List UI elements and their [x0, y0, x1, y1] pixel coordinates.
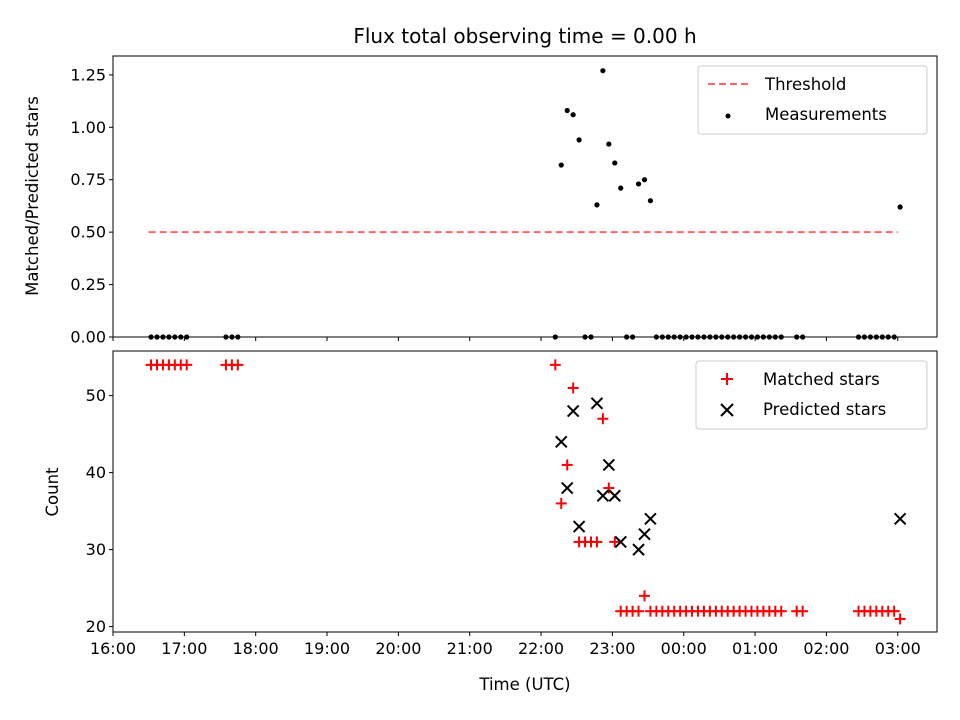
bottom-x-tick-label: 03:00 [875, 639, 921, 658]
bottom-y-axis-label: Count [43, 467, 62, 517]
matched-star-point [894, 613, 906, 625]
measurement-point [570, 112, 576, 118]
bottom-panel: Count Time (UTC) 20 30 40 50 16:00 17:00 18:0… [43, 350, 938, 694]
predicted-star-point [590, 397, 604, 410]
bottom-x-tick-label: 00:00 [661, 639, 707, 658]
top-legend: Threshold Measurements [697, 65, 928, 135]
matched-star-point [549, 359, 561, 371]
legend-threshold-label: Threshold [764, 75, 846, 94]
matched-star-point [232, 359, 244, 371]
predicted-star-point [596, 489, 610, 502]
predicted-star-point [893, 512, 907, 526]
predicted-star-point [561, 481, 574, 495]
top-y-tick-label: 0.75 [70, 170, 106, 189]
matched-star-point [775, 605, 787, 617]
measurement-point [594, 202, 600, 208]
matched-star-point [888, 605, 900, 617]
bottom-x-axis-label: Time (UTC) [478, 675, 570, 694]
measurement-point [612, 160, 618, 166]
measurement-point [558, 162, 564, 168]
predicted-star-point [555, 435, 568, 449]
top-y-axis-label: Matched/Predicted stars [23, 96, 42, 296]
bottom-x-tick-label: 20:00 [375, 639, 421, 658]
bottom-y-tick-label: 20 [86, 617, 106, 636]
measurement-point [897, 204, 903, 210]
matched-star-point [591, 536, 603, 548]
bottom-axes-frame [112, 350, 938, 633]
bottom-x-tick-label: 18:00 [233, 639, 279, 658]
legend-matched-label: Matched stars [763, 370, 880, 389]
matched-star-point [555, 497, 567, 509]
bottom-y-ticks: 20 30 40 50 [86, 386, 113, 636]
matched-star-point [638, 590, 650, 602]
predicted-star-point [572, 520, 586, 533]
matched-star-point [603, 482, 615, 494]
top-y-tick-label: 1.25 [70, 65, 106, 84]
measurement-point [647, 198, 654, 204]
bottom-y-tick-label: 50 [86, 386, 106, 405]
top-axes-frame [112, 55, 938, 338]
top-x-ticks [112, 337, 899, 341]
top-y-tick-label: 1.00 [70, 118, 106, 137]
top-y-tick-label: 0.50 [70, 223, 106, 242]
measurement-point [600, 68, 606, 74]
predicted-star-point [632, 543, 645, 556]
bottom-x-ticks: 16:00 17:00 18:00 19:00 20:00 21:00 22:00 23:00… [90, 632, 921, 658]
bottom-x-tick-label: 17:00 [161, 639, 207, 658]
legend-matched-swatch [721, 373, 733, 385]
top-panel: Flux total observing time = 0.00 h Match… [23, 24, 938, 347]
matched-star-point [567, 382, 579, 394]
measurement-point [576, 137, 582, 143]
bottom-legend: Matched stars Predicted stars [695, 360, 928, 430]
bottom-x-tick-label: 22:00 [518, 639, 564, 658]
measurement-point [618, 185, 624, 191]
legend-measurements-label: Measurements [765, 105, 887, 124]
legend-predicted-swatch [720, 403, 734, 417]
bottom-x-tick-label: 23:00 [589, 639, 635, 658]
matched-star-point [597, 413, 609, 425]
matched-star-point [609, 536, 621, 548]
matched-star-point [561, 459, 573, 471]
predicted-star-point [608, 489, 621, 502]
bottom-x-tick-label: 01:00 [732, 639, 778, 658]
bottom-legend-box [695, 360, 928, 430]
matched-star-point [181, 359, 193, 371]
bottom-x-tick-label: 16:00 [90, 639, 136, 658]
bottom-x-tick-label: 19:00 [304, 639, 350, 658]
predicted-star-point [638, 528, 651, 541]
predicted-star-point [614, 535, 627, 549]
measurement-point [641, 177, 648, 183]
matched-star-point [633, 605, 645, 617]
top-chart-title: Flux total observing time = 0.00 h [353, 24, 696, 48]
bottom-y-tick-label: 40 [86, 463, 106, 482]
legend-measurements-swatch [725, 113, 731, 119]
matched-star-point [797, 605, 809, 617]
top-plot-area [148, 68, 903, 340]
top-legend-box [697, 65, 928, 135]
top-y-ticks: 0.00 0.25 0.50 0.75 1.00 1.25 [70, 65, 113, 347]
predicted-star-point [566, 404, 580, 418]
top-y-tick-label: 0.25 [70, 275, 106, 294]
top-y-tick-label: 0.00 [70, 328, 106, 347]
bottom-plot-area [145, 359, 907, 625]
measurement-point [564, 107, 570, 114]
bottom-x-tick-label: 21:00 [447, 639, 493, 658]
bottom-y-tick-label: 30 [86, 540, 106, 559]
bottom-x-tick-label: 02:00 [803, 639, 849, 658]
legend-predicted-label: Predicted stars [763, 400, 886, 419]
predicted-star-point [644, 512, 657, 526]
predicted-star-point [602, 458, 616, 472]
measurement-point [635, 181, 642, 187]
measurement-point [606, 141, 612, 147]
